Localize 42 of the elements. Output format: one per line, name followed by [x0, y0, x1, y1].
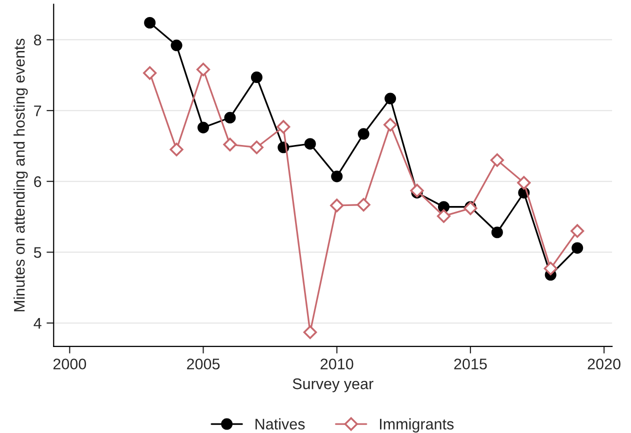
legend-label: Immigrants: [380, 418, 454, 433]
point: [143, 66, 157, 80]
legend-label: Natives: [256, 418, 305, 430]
x-tick-label: 2015: [454, 358, 487, 370]
point: [250, 140, 264, 154]
point: [330, 198, 344, 212]
point: [196, 62, 210, 76]
x-tick-label: 2020: [588, 358, 620, 370]
point: [356, 198, 370, 212]
y-tick-label: 4: [34, 318, 42, 329]
point: [304, 138, 316, 150]
point: [436, 209, 451, 223]
point: [331, 170, 343, 182]
point: [464, 202, 478, 216]
y-tick-label: 5: [34, 247, 42, 258]
point: [223, 138, 237, 152]
x-tick-label: 2005: [187, 358, 220, 370]
point: [572, 242, 584, 254]
point: [384, 118, 398, 132]
point: [410, 184, 424, 198]
point: [570, 224, 584, 238]
x-tick-label: 2000: [53, 358, 86, 370]
x-axis-title: Survey year: [292, 378, 374, 392]
y-tick-label: 7: [34, 106, 42, 116]
point: [198, 122, 210, 134]
point: [170, 142, 184, 156]
point: [303, 325, 317, 340]
point: [517, 176, 531, 190]
point: [490, 153, 504, 167]
point: [170, 40, 182, 52]
y-tick-label: 6: [34, 176, 42, 188]
point: [144, 16, 156, 29]
point: [358, 128, 370, 140]
y-tick-label: 8: [34, 34, 42, 46]
y-axis-title: Minutes on attending and hosting events: [14, 38, 28, 312]
point: [224, 112, 236, 124]
point: [250, 72, 262, 84]
point: [384, 92, 396, 104]
point: [491, 226, 503, 238]
point: [544, 262, 558, 276]
point: [276, 120, 290, 134]
x-tick-label: 2010: [320, 358, 354, 370]
